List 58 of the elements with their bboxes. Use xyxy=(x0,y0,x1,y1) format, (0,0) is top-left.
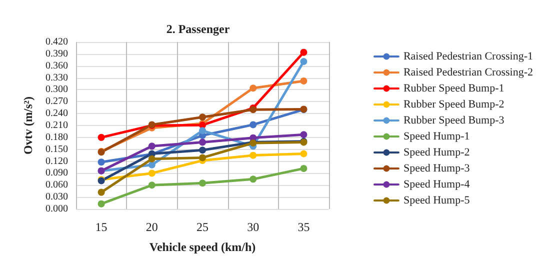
point xyxy=(148,142,156,150)
y-tick-label: 0.030 xyxy=(46,192,68,203)
y-tick-label: 0.180 xyxy=(46,132,68,143)
x-axis-title: Vehicle speed (km/h) xyxy=(149,240,256,254)
y-tick-label: 0.390 xyxy=(46,48,68,60)
point xyxy=(199,180,206,187)
point xyxy=(148,155,156,162)
legend-label: Rubber Speed Bump-2 xyxy=(403,98,504,110)
legend-label: Speed Hump-4 xyxy=(403,178,470,190)
point xyxy=(98,200,105,208)
legend-label: Speed Hump-3 xyxy=(403,162,470,174)
y-tick-label: 0.240 xyxy=(46,108,68,120)
point xyxy=(300,48,308,56)
point xyxy=(199,138,206,146)
legend-label: Speed Hump-5 xyxy=(403,194,470,206)
point xyxy=(300,131,308,138)
point xyxy=(250,152,257,159)
y-tick-label: 0.150 xyxy=(46,144,68,155)
y-tick-label: 0.000 xyxy=(46,204,68,214)
legend-label: Rubber Speed Bump-3 xyxy=(403,114,505,126)
y-tick-label: 0.360 xyxy=(46,60,68,72)
y-tick-label: 0.420 xyxy=(46,36,68,48)
y-tick-label: 0.330 xyxy=(46,72,68,84)
point xyxy=(98,188,105,196)
x-tick-label: 25 xyxy=(196,220,208,234)
point xyxy=(199,114,206,121)
y-tick-label: 0.060 xyxy=(46,180,68,191)
y-tick-label: 0.090 xyxy=(46,168,68,179)
point xyxy=(148,182,156,189)
point xyxy=(250,84,257,92)
point xyxy=(199,127,206,134)
point xyxy=(250,176,257,183)
legend-label: Raised Pedestrian Crossing-2 xyxy=(403,66,534,78)
point xyxy=(300,77,308,84)
x-tick-label: 35 xyxy=(298,220,310,234)
legend-label: Speed Hump-1 xyxy=(403,130,470,142)
y-tick-label: 0.210 xyxy=(46,120,68,131)
y-axis-title: Ovtv (m/s²) xyxy=(21,96,35,154)
point xyxy=(300,58,308,65)
legend-label: Speed Hump-2 xyxy=(403,146,470,158)
point xyxy=(250,121,257,128)
legend-label: Rubber Speed Bump-1 xyxy=(403,82,504,94)
chart-title: 2. Passenger xyxy=(166,22,230,36)
point xyxy=(300,164,308,172)
point xyxy=(199,146,206,154)
x-tick-label: 15 xyxy=(95,220,108,234)
point xyxy=(148,170,156,177)
point xyxy=(148,161,156,168)
point xyxy=(98,134,105,141)
point xyxy=(199,154,206,162)
point xyxy=(300,150,308,158)
point xyxy=(98,158,105,166)
y-tick-label: 0.270 xyxy=(46,96,68,108)
legend-label: Raised Pedestrian Crossing-1 xyxy=(403,50,534,62)
x-tick-label: 30 xyxy=(247,220,260,234)
x-tick-label: 20 xyxy=(146,220,158,234)
y-tick-label: 0.120 xyxy=(46,156,68,167)
y-tick-label: 0.300 xyxy=(46,84,68,96)
